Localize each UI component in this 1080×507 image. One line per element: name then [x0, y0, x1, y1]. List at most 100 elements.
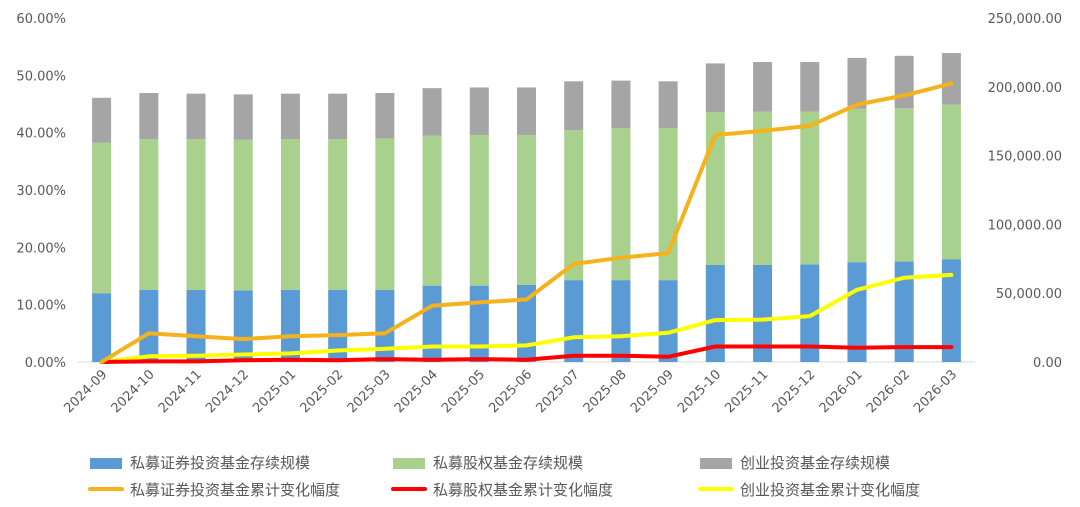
bar-series-3	[894, 55, 914, 109]
bar-series-2	[280, 139, 300, 290]
x-tick-label: 2025-02	[297, 367, 346, 416]
bar-series-3	[847, 57, 867, 109]
left-tick-label: 50.00%	[16, 69, 66, 84]
left-tick-label: 30.00%	[16, 184, 66, 199]
bar-series-3	[280, 93, 300, 140]
bar-series-3	[611, 80, 631, 129]
left-tick-label: 0.00%	[25, 356, 66, 371]
bar-series-3	[941, 53, 961, 105]
bar-series-2	[375, 138, 395, 290]
x-tick-label: 2026-01	[817, 367, 866, 416]
x-tick-label: 2025-09	[628, 367, 677, 416]
line-series-2	[99, 344, 954, 364]
legend-label-bar-3: 创业投资基金存续规模	[740, 454, 890, 472]
bar-series-1	[705, 264, 725, 362]
bar-series-2	[469, 134, 489, 286]
bar-series-3	[564, 81, 584, 131]
bar-series-1	[564, 280, 584, 362]
bar-series-2	[186, 139, 206, 290]
bar-series-2	[517, 134, 536, 285]
right-tick-label: 100,000.00	[988, 218, 1062, 233]
bar-series-3	[469, 87, 489, 135]
bar-series-3	[705, 63, 725, 113]
bar-series-2	[658, 128, 678, 281]
left-axis: 0.00% 10.00% 20.00% 30.00% 40.00% 50.00% 60.00…	[16, 12, 66, 371]
bar-series-1	[139, 289, 159, 362]
bar-series-1	[658, 280, 678, 362]
right-tick-label: 250,000.00	[988, 12, 1062, 27]
bar-series-2	[847, 108, 867, 263]
bar-series-3	[800, 62, 820, 112]
bar-series-3	[422, 88, 442, 136]
legend-label-bar-2: 私募股权基金存续规模	[433, 454, 583, 472]
x-tick-labels: 2024-092024-102024-112024-122025-012025-…	[61, 367, 960, 416]
bar-series-3	[328, 93, 348, 140]
bar-series-1	[894, 261, 914, 362]
bar-series-3	[139, 92, 159, 140]
bar-series-1	[469, 285, 489, 362]
bar-series-2	[941, 104, 961, 260]
right-tick-label: 0.00	[1033, 356, 1062, 371]
bar-series-2	[894, 108, 914, 262]
right-tick-label: 50,000.00	[996, 287, 1062, 302]
x-tick-label: 2025-05	[439, 367, 488, 416]
line-series-3	[99, 272, 954, 364]
bar-series-1	[328, 289, 348, 362]
bar-series-3	[92, 97, 112, 143]
x-tick-label: 2025-12	[770, 367, 819, 416]
bar-series-2	[422, 135, 442, 286]
bar-series-3	[517, 87, 536, 135]
legend: 私募证券投资基金存续规模 私募股权基金存续规模 创业投资基金存续规模私募证券投资基金…	[88, 454, 920, 499]
x-tick-label: 2026-03	[911, 367, 960, 416]
x-tick-label: 2025-07	[534, 367, 583, 416]
x-tick-label: 2025-03	[345, 367, 394, 416]
x-tick-label: 2025-04	[392, 367, 441, 416]
bar-series-1	[92, 293, 112, 362]
bar-series-2	[753, 111, 773, 265]
legend-swatch-bar-2	[393, 458, 425, 469]
bar-series-3	[375, 92, 395, 139]
right-axis: 0.00 50,000.00 100,000.00 150,000.00 200,000…	[988, 12, 1062, 371]
line-series-1	[99, 81, 954, 364]
x-tick-label: 2026-02	[864, 367, 913, 416]
bar-series-1	[375, 289, 395, 362]
legend-label-line-2: 私募股权基金累计变化幅度	[433, 481, 613, 499]
bar-series-2	[233, 139, 253, 291]
bar-series-1	[753, 264, 773, 362]
left-tick-label: 40.00%	[16, 127, 66, 142]
legend-swatch-bar-1	[90, 458, 122, 469]
left-tick-label: 60.00%	[16, 12, 66, 27]
x-tick-label: 2024-10	[109, 367, 158, 416]
legend-label-line-1: 私募证券投资基金累计变化幅度	[130, 481, 340, 499]
bar-series-1	[280, 289, 300, 362]
x-tick-label: 2025-10	[675, 367, 724, 416]
legend-label-line-3: 创业投资基金累计变化幅度	[740, 481, 920, 499]
left-tick-label: 10.00%	[16, 299, 66, 314]
lines-group	[99, 81, 954, 364]
bar-series-3	[753, 62, 773, 112]
bar-series-3	[186, 93, 206, 140]
bar-series-2	[328, 139, 348, 290]
x-tick-label: 2024-11	[156, 367, 205, 416]
bars-group	[92, 53, 961, 362]
x-tick-label: 2025-11	[722, 367, 771, 416]
bar-series-1	[233, 290, 253, 362]
legend-label-bar-1: 私募证券投资基金存续规模	[130, 454, 310, 472]
bar-series-1	[941, 259, 961, 362]
x-tick-label: 2025-06	[486, 367, 535, 416]
bar-series-1	[800, 264, 820, 362]
legend-swatch-bar-3	[700, 458, 732, 469]
x-tick-label: 2024-12	[203, 367, 252, 416]
bar-series-1	[611, 280, 631, 362]
bar-series-1	[186, 289, 206, 362]
bar-series-2	[611, 128, 631, 281]
bar-series-3	[233, 94, 253, 140]
bar-series-1	[422, 285, 442, 362]
bar-series-3	[658, 81, 678, 129]
bar-series-2	[92, 142, 112, 294]
bar-series-2	[139, 139, 159, 290]
x-tick-label: 2025-08	[581, 367, 630, 416]
right-tick-label: 200,000.00	[988, 81, 1062, 96]
x-tick-label: 2024-09	[61, 367, 110, 416]
